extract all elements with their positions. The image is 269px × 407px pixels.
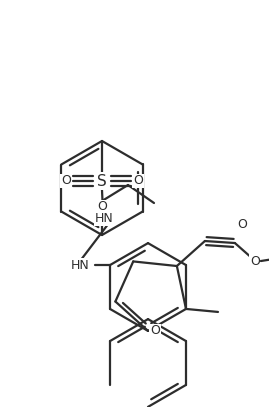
Text: O: O <box>97 201 107 214</box>
Text: O: O <box>150 324 160 337</box>
Text: HN: HN <box>71 258 90 271</box>
Text: O: O <box>250 254 260 267</box>
Text: HN: HN <box>95 212 113 225</box>
Text: O: O <box>237 218 247 231</box>
Text: O: O <box>133 175 143 188</box>
Text: S: S <box>97 173 107 188</box>
Text: O: O <box>61 175 71 188</box>
